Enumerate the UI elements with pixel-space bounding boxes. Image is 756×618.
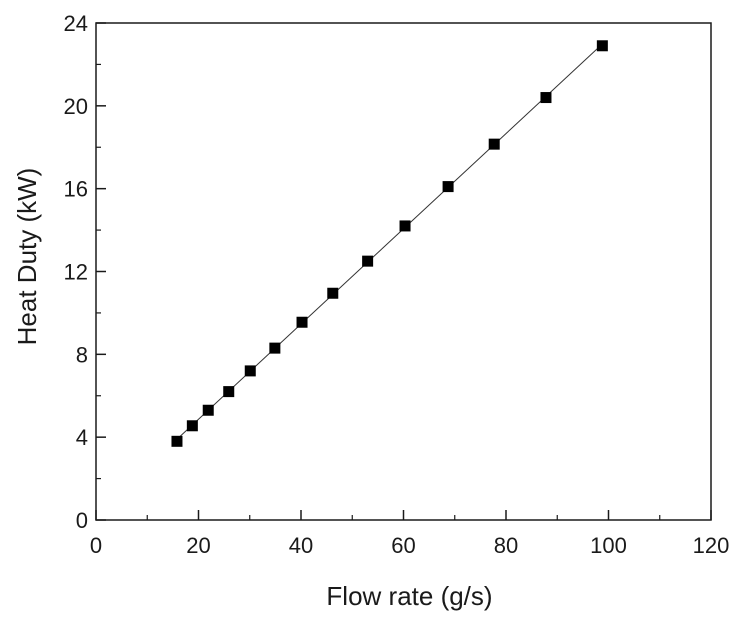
y-tick-label: 24: [64, 11, 88, 36]
x-tick-label: 60: [391, 533, 415, 558]
data-point-square: [244, 365, 256, 377]
x-tick-label: 120: [693, 533, 730, 558]
data-point-square: [488, 138, 500, 150]
y-axis-ticks: 0 4 8 12 16 20 24: [64, 11, 106, 533]
data-point-square: [186, 420, 198, 432]
y-tick-label: 12: [64, 260, 88, 285]
y-tick-label: 20: [64, 94, 88, 119]
x-tick-label: 40: [289, 533, 313, 558]
data-point-square: [269, 342, 281, 354]
y-tick-label: 16: [64, 177, 88, 202]
data-point-square: [223, 386, 235, 398]
data-point-square: [596, 40, 608, 52]
fit-line-layer: [176, 43, 603, 440]
data-point-square: [327, 287, 339, 299]
x-tick-label: 0: [90, 533, 102, 558]
x-tick-label: 20: [186, 533, 210, 558]
minor-ticks: [96, 63, 661, 520]
y-tick-label: 0: [76, 508, 88, 533]
y-tick-label: 4: [76, 425, 88, 450]
y-tick-label: 8: [76, 342, 88, 367]
data-point-square: [296, 316, 308, 328]
x-axis-title: Flow rate (g/s): [326, 581, 492, 611]
data-point-square: [540, 92, 552, 104]
x-tick-label: 80: [494, 533, 518, 558]
data-point-square: [442, 181, 454, 193]
x-axis-ticks: 0 20 40 60 80 100 120: [90, 510, 729, 558]
x-tick-label: 100: [590, 533, 627, 558]
data-point-square: [399, 220, 411, 232]
data-point-square: [362, 255, 374, 267]
data-point-square: [171, 435, 183, 447]
y-axis-title: Heat Duty (kW): [12, 168, 42, 346]
data-points-layer: [171, 40, 608, 447]
data-point-square: [202, 404, 214, 416]
plot-frame: [95, 22, 712, 521]
linear-fit-line: [176, 43, 603, 440]
